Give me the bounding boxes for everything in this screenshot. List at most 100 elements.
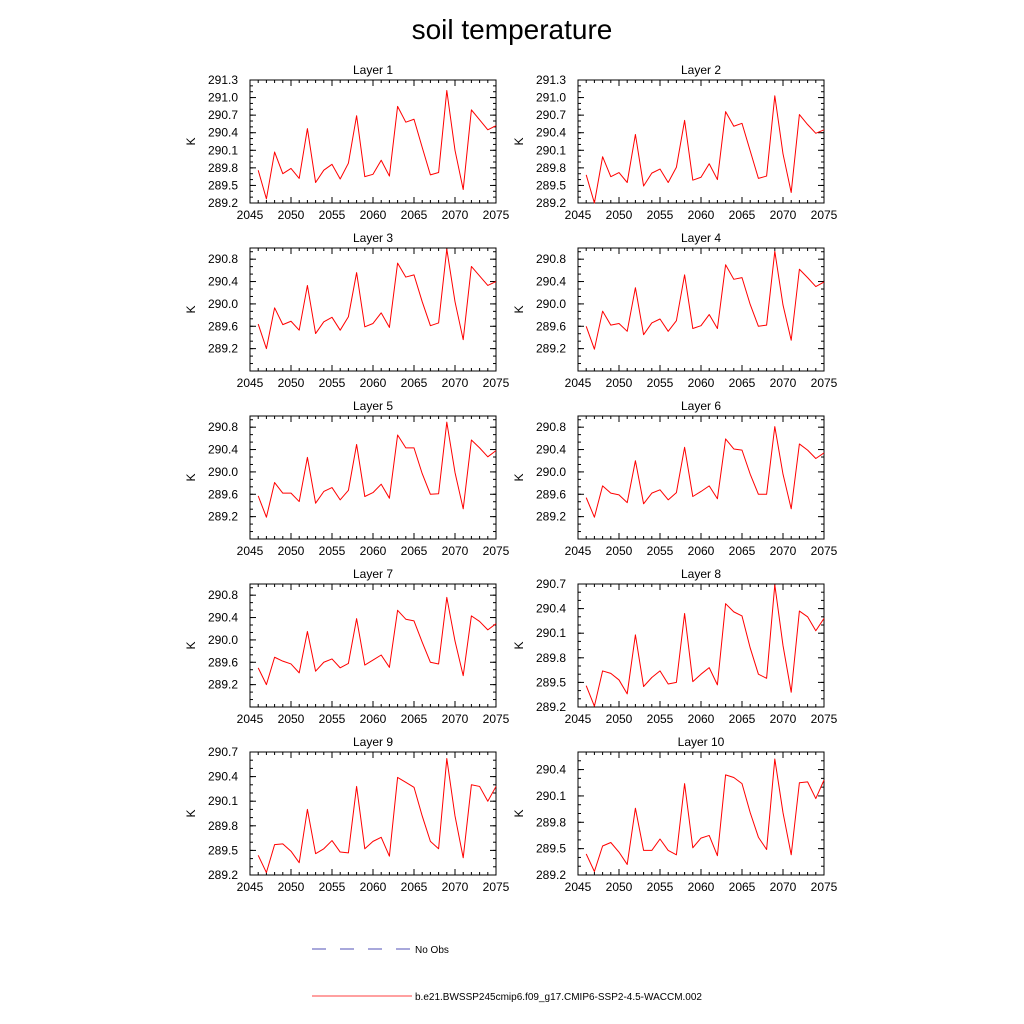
y-tick-label: 289.2 — [536, 196, 566, 210]
panel-title: Layer 4 — [681, 231, 721, 245]
legend-model-label: b.e21.BWSSP245cmip6.f09_g17.CMIP6-SSP2-4… — [415, 992, 702, 1003]
panel-layer-5: Layer 5 K 2045 2050 2055 2060 2065 2070 2075 289.… — [184, 399, 510, 558]
y-tick-label: 289.5 — [208, 843, 238, 857]
y-tick-label: 289.2 — [208, 868, 238, 882]
legend-no-obs-label: No Obs — [415, 945, 449, 956]
y-axis-label: K — [184, 305, 198, 313]
panel-layer-10: Layer 10 K 2045 2050 2055 2060 2065 2070 2075 289… — [512, 735, 838, 894]
y-tick-label: 290.4 — [208, 611, 238, 625]
y-tick-label: 290.8 — [208, 420, 238, 434]
x-tick-label: 2055 — [319, 208, 346, 222]
x-tick-label: 2045 — [565, 712, 592, 726]
y-axis-label: K — [512, 809, 526, 817]
plot-frame — [577, 415, 825, 540]
y-tick-label: 289.6 — [536, 487, 566, 501]
legend: No Obs b.e21.BWSSP245cmip6.f09_g17.CMIP6… — [312, 945, 702, 1003]
y-axis-label: K — [184, 641, 198, 649]
series-line — [257, 248, 497, 350]
y-axis-label: K — [512, 473, 526, 481]
y-tick-label: 290.8 — [208, 588, 238, 602]
x-tick-label: 2070 — [770, 376, 797, 390]
x-tick-label: 2060 — [688, 712, 715, 726]
x-tick-label: 2055 — [319, 376, 346, 390]
series-line — [585, 95, 825, 204]
x-tick-label: 2070 — [442, 712, 469, 726]
y-tick-label: 291.3 — [536, 73, 566, 87]
x-tick-label: 2045 — [237, 880, 264, 894]
x-tick-label: 2060 — [688, 376, 715, 390]
panel-title: Layer 6 — [681, 399, 721, 413]
panel-layer-3: Layer 3 K 2045 2050 2055 2060 2065 2070 2075 289.… — [184, 231, 510, 390]
x-tick-label: 2045 — [565, 208, 592, 222]
x-tick-label: 2070 — [770, 712, 797, 726]
y-tick-label: 290.4 — [536, 763, 566, 777]
x-tick-label: 2055 — [319, 544, 346, 558]
y-axis-label: K — [184, 137, 198, 145]
y-tick-label: 290.0 — [208, 297, 238, 311]
plot-frame — [249, 79, 497, 204]
x-tick-label: 2065 — [401, 712, 428, 726]
x-tick-label: 2070 — [770, 544, 797, 558]
x-tick-label: 2050 — [606, 544, 633, 558]
y-axis-label: K — [512, 641, 526, 649]
y-tick-label: 289.8 — [536, 161, 566, 175]
y-tick-label: 290.8 — [536, 420, 566, 434]
series-line — [257, 758, 497, 874]
panel-title: Layer 8 — [681, 567, 721, 581]
y-tick-label: 289.8 — [208, 819, 238, 833]
x-tick-label: 2050 — [278, 544, 305, 558]
y-tick-label: 290.4 — [208, 770, 238, 784]
y-tick-label: 290.7 — [536, 577, 566, 591]
y-tick-label: 289.2 — [208, 678, 238, 692]
panel-layer-1: Layer 1 K 2045 2050 2055 2060 2065 2070 2075 289.… — [184, 63, 510, 222]
y-tick-label: 290.4 — [208, 126, 238, 140]
x-tick-label: 2055 — [647, 880, 674, 894]
series-line — [585, 250, 825, 350]
x-tick-label: 2055 — [319, 712, 346, 726]
y-tick-label: 290.0 — [208, 465, 238, 479]
x-tick-label: 2065 — [401, 880, 428, 894]
x-tick-label: 2070 — [442, 376, 469, 390]
plot-frame — [249, 415, 497, 540]
y-tick-label: 290.0 — [536, 465, 566, 479]
panel-title: Layer 1 — [353, 63, 393, 77]
y-tick-label: 291.0 — [208, 91, 238, 105]
x-tick-label: 2060 — [688, 208, 715, 222]
y-tick-label: 290.8 — [208, 252, 238, 266]
x-tick-label: 2050 — [278, 712, 305, 726]
panel-layer-7: Layer 7 K 2045 2050 2055 2060 2065 2070 2075 289.… — [184, 567, 510, 726]
x-tick-label: 2075 — [483, 376, 510, 390]
y-tick-label: 290.1 — [208, 143, 238, 157]
y-tick-label: 289.8 — [536, 815, 566, 829]
x-tick-label: 2045 — [565, 880, 592, 894]
y-axis-label: K — [512, 137, 526, 145]
x-tick-label: 2045 — [237, 712, 264, 726]
x-tick-label: 2060 — [360, 880, 387, 894]
y-tick-label: 290.7 — [208, 108, 238, 122]
x-tick-label: 2070 — [442, 208, 469, 222]
y-tick-label: 289.8 — [208, 161, 238, 175]
x-tick-label: 2065 — [401, 544, 428, 558]
panel-layer-2: Layer 2 K 2045 2050 2055 2060 2065 2070 2075 289.… — [512, 63, 838, 222]
x-tick-label: 2070 — [770, 208, 797, 222]
y-tick-label: 290.4 — [536, 602, 566, 616]
x-tick-label: 2075 — [811, 880, 838, 894]
panel-layer-6: Layer 6 K 2045 2050 2055 2060 2065 2070 2075 289.… — [512, 399, 838, 558]
x-tick-label: 2045 — [565, 376, 592, 390]
x-tick-label: 2070 — [442, 544, 469, 558]
y-tick-label: 289.2 — [536, 700, 566, 714]
x-tick-label: 2075 — [811, 712, 838, 726]
x-tick-label: 2060 — [360, 376, 387, 390]
x-tick-label: 2050 — [606, 880, 633, 894]
y-axis-label: K — [184, 809, 198, 817]
y-tick-label: 289.2 — [536, 342, 566, 356]
x-tick-label: 2065 — [729, 544, 756, 558]
y-tick-label: 291.0 — [536, 91, 566, 105]
y-tick-label: 290.1 — [536, 789, 566, 803]
x-tick-label: 2055 — [647, 544, 674, 558]
x-tick-label: 2075 — [811, 208, 838, 222]
series-line — [257, 90, 497, 200]
y-tick-label: 289.6 — [208, 319, 238, 333]
plot-frame — [577, 583, 825, 708]
x-tick-label: 2075 — [483, 880, 510, 894]
